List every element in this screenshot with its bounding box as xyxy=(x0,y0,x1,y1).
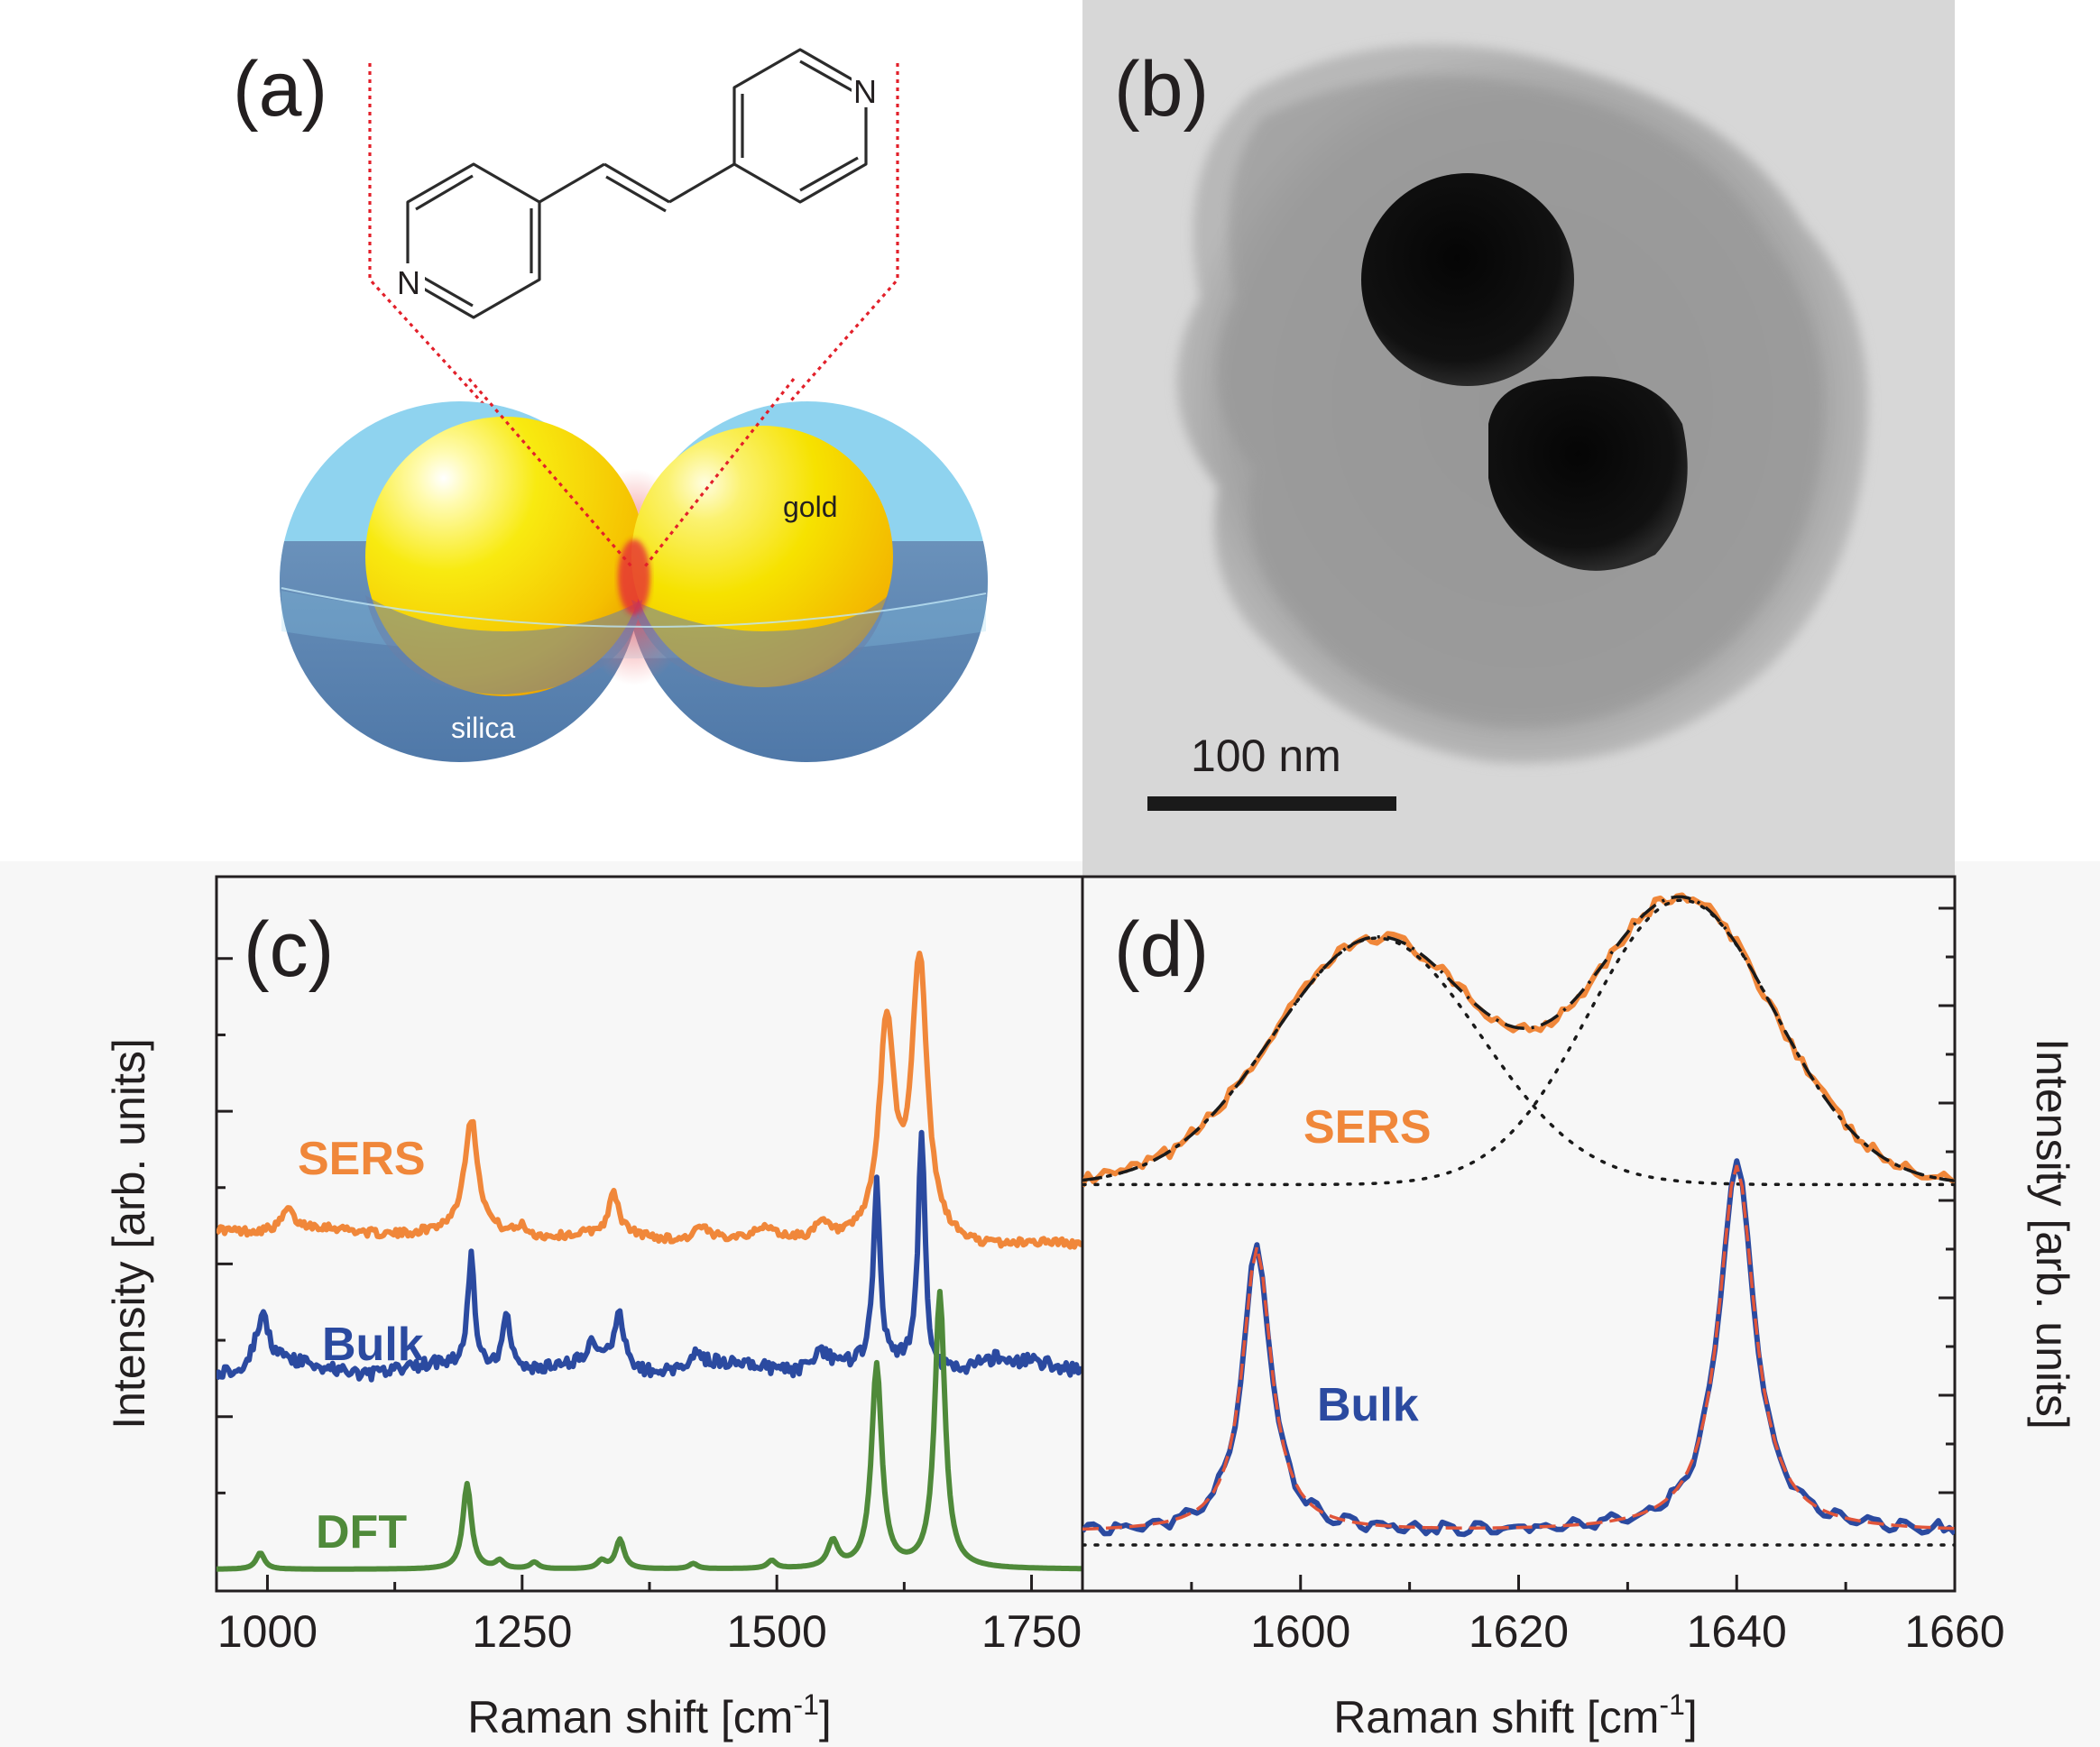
nitrogen-label-right: N xyxy=(853,73,877,110)
sers-component-2 xyxy=(1082,898,1955,1187)
series-label-sers-c: SERS xyxy=(298,1133,426,1185)
series-label-sers-d: SERS xyxy=(1303,1101,1432,1154)
series-label-dft-c: DFT xyxy=(316,1506,407,1559)
bulk-fit-line xyxy=(1082,1164,1955,1531)
lower-panels-background xyxy=(0,861,2100,1747)
gold-particles xyxy=(365,417,893,696)
plot-d-x-tick-labels: 1600 1620 1640 1660 xyxy=(1250,1606,2004,1657)
x-tick-label: 1600 xyxy=(1250,1606,1350,1657)
plot-d-y-axis-title: Intensity [arb. units] xyxy=(2027,1038,2077,1430)
x-tick-label: 1250 xyxy=(472,1606,572,1657)
plot-d-x-axis-title: Raman shift [cm-1] xyxy=(1333,1688,1698,1742)
panel-d: (d) SERS Bulk 1600 1620 1640 1660 Raman shi… xyxy=(1081,875,2077,1742)
scale-bar-label: 100 nm xyxy=(1191,731,1341,781)
series-line-sers xyxy=(216,951,1082,1250)
panel-c-label: (c) xyxy=(244,906,334,993)
panel-c: (c) SERS Bulk DFT 1000 1250 1500 1750 Raman… xyxy=(104,875,1084,1742)
x-tick-label: 1750 xyxy=(981,1606,1082,1657)
sers-component-1 xyxy=(1082,936,1955,1187)
x-tick-label: 1000 xyxy=(217,1606,318,1657)
plot-c-x-tick-labels: 1000 1250 1500 1750 xyxy=(217,1606,1082,1657)
silica-rim xyxy=(281,587,987,629)
panel-b-label: (b) xyxy=(1114,46,1209,133)
guide-lines-front xyxy=(467,377,796,568)
plot-c-series xyxy=(216,951,1082,1572)
tem-core-upper xyxy=(1361,173,1574,386)
x-tick-label: 1500 xyxy=(727,1606,827,1657)
scale-bar xyxy=(1147,796,1396,811)
series-line-dft xyxy=(216,1289,1082,1572)
plot-c-y-axis-title: Intensity [arb. units] xyxy=(104,1038,154,1430)
plot-d-series xyxy=(1082,892,1955,1547)
plot-c-ticks xyxy=(216,957,1034,1591)
x-tick-label: 1640 xyxy=(1687,1606,1787,1657)
sers-fit-line xyxy=(1082,895,1955,1183)
tem-core-lower xyxy=(1488,376,1688,571)
gold-sphere-right xyxy=(631,426,893,687)
plot-c-x-axis-title: Raman shift [cm-1] xyxy=(467,1688,832,1742)
panel-a-label: (a) xyxy=(233,46,327,133)
gold-label: gold xyxy=(783,491,838,523)
panel-a: (a) N N xyxy=(233,46,988,762)
plot-d-ticks xyxy=(1081,906,1957,1591)
n-mask-right xyxy=(852,71,882,107)
series-label-bulk-c: Bulk xyxy=(322,1319,424,1371)
n-mask-left xyxy=(394,263,425,299)
panel-b: 100 nm (b) xyxy=(1082,0,1955,877)
x-tick-label: 1620 xyxy=(1469,1606,1569,1657)
panel-d-label: (d) xyxy=(1114,906,1209,993)
silica-label: silica xyxy=(451,712,515,744)
series-label-bulk-d: Bulk xyxy=(1317,1379,1419,1431)
x-tick-label: 1660 xyxy=(1904,1606,2004,1657)
nitrogen-label-left: N xyxy=(397,264,420,301)
